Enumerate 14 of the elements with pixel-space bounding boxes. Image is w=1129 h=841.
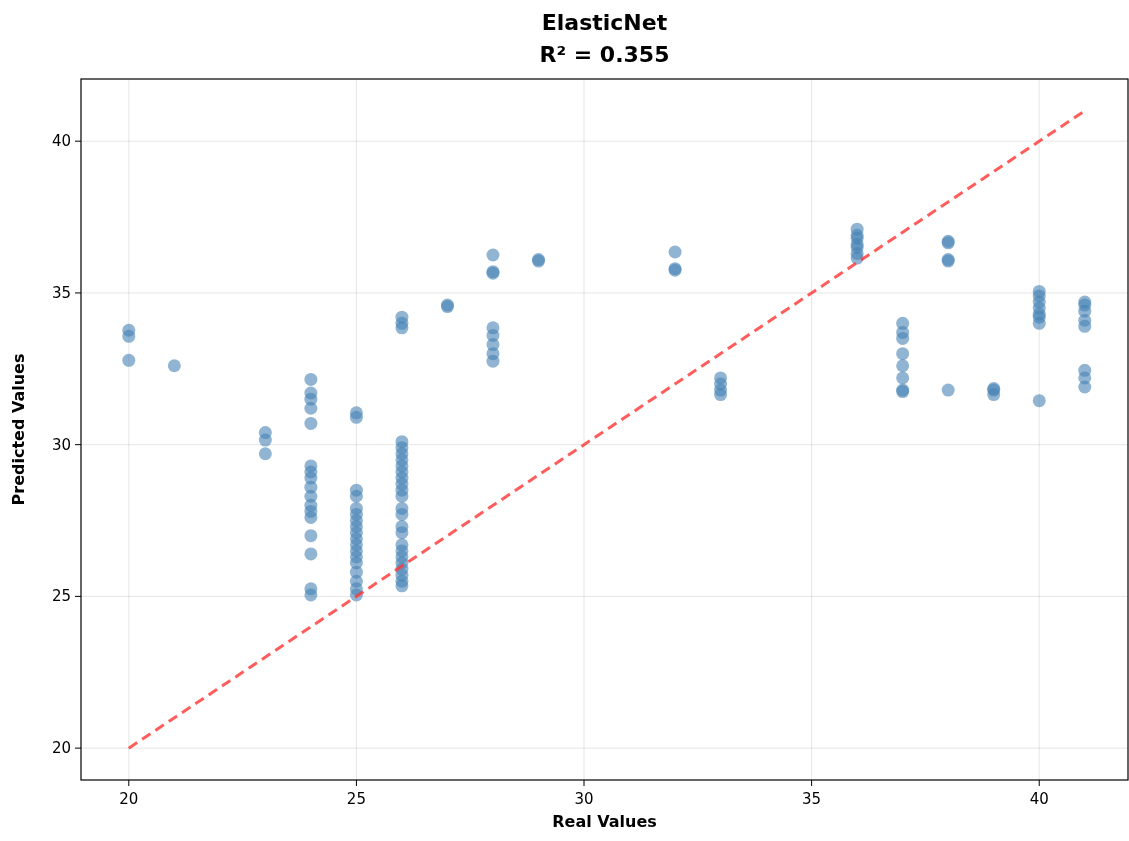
y-tick-label: 35 <box>51 283 71 302</box>
x-tick-label: 35 <box>802 790 822 808</box>
y-tick-label: 20 <box>51 739 71 758</box>
chart-subtitle: R² = 0.355 <box>539 42 670 67</box>
x-tick-label: 20 <box>119 790 139 808</box>
y-axis-title: Predicted Values <box>9 353 28 506</box>
y-tick-label: 30 <box>51 435 71 454</box>
x-axis-title: Real Values <box>552 812 657 831</box>
y-tick-label: 40 <box>51 132 71 151</box>
chart-title: ElasticNet <box>541 10 668 35</box>
x-tick-label: 25 <box>346 790 366 808</box>
y-tick-label: 25 <box>51 587 71 606</box>
x-tick-label: 30 <box>574 790 594 808</box>
x-tick-label: 40 <box>1029 790 1049 808</box>
